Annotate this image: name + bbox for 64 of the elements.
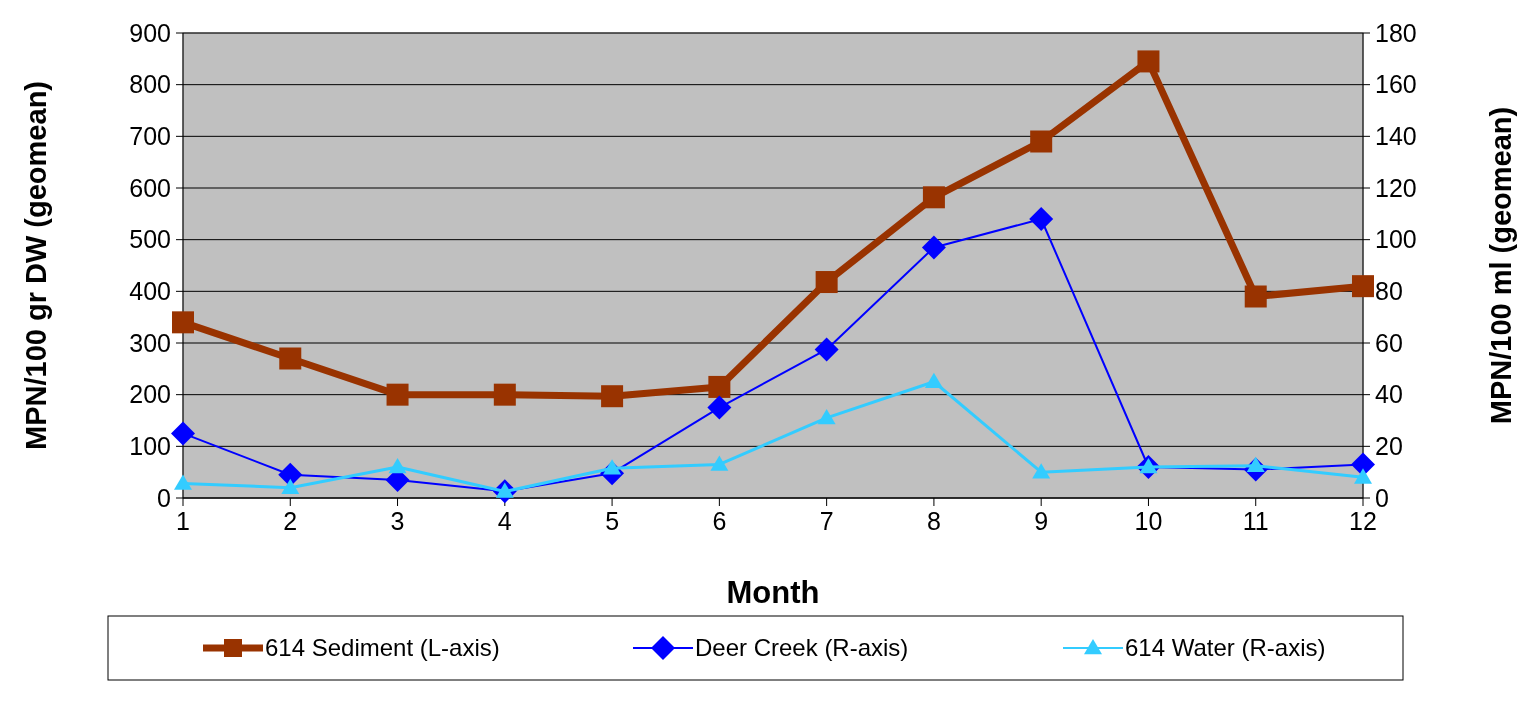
y2-tick-label: 140 (1375, 122, 1417, 151)
legend-label: 614 Water (R-axis) (1125, 634, 1326, 662)
x-axis-title: Month (726, 575, 820, 610)
point (174, 474, 192, 490)
y-tick-label: 0 (157, 483, 171, 512)
x-tick-label: 3 (390, 507, 405, 535)
point (921, 235, 946, 260)
y-tick-label: 800 (129, 70, 171, 99)
point (1137, 50, 1160, 73)
x-tick-label: 7 (819, 507, 834, 535)
x-tick-label: 5 (605, 507, 620, 535)
point (1032, 463, 1051, 479)
x-tick-label: 12 (1349, 507, 1377, 535)
x-tick-label: 6 (712, 507, 727, 535)
point (710, 455, 729, 471)
y-tick-label: 600 (129, 173, 171, 202)
point (1244, 285, 1267, 308)
y2-axis-title: MPN/100 ml (geomean) (1485, 106, 1517, 425)
x-tick-label: 9 (1034, 507, 1049, 535)
y2-tick-label: 40 (1375, 380, 1403, 409)
point (279, 347, 302, 370)
x-tick-label: 11 (1242, 507, 1269, 535)
y2-tick-label: 60 (1375, 328, 1403, 357)
point (172, 311, 194, 334)
point (388, 458, 407, 474)
x-tick-label: 2 (283, 507, 298, 535)
point (815, 271, 838, 294)
x-tick-label: 4 (497, 507, 512, 535)
point (922, 186, 945, 209)
point (278, 462, 303, 487)
x-tick-label: 1 (176, 507, 190, 535)
point (707, 395, 732, 420)
y-tick-label: 200 (129, 380, 171, 409)
point (171, 421, 195, 446)
point (386, 383, 409, 406)
y-tick-label: 900 (129, 18, 171, 47)
legend-label: Deer Creek (R-axis) (695, 634, 909, 662)
y2-tick-label: 160 (1375, 70, 1417, 99)
point (817, 408, 836, 425)
y2-tick-label: 100 (1375, 225, 1417, 254)
point (493, 383, 516, 406)
y-tick-label: 700 (129, 122, 171, 151)
y-tick-label: 300 (129, 328, 171, 357)
point (1354, 468, 1372, 484)
point (1030, 130, 1053, 153)
point (281, 478, 300, 494)
point (1352, 275, 1374, 298)
point (924, 372, 943, 389)
point (708, 375, 731, 398)
y-axis-title: MPN/100 gr DW (geomean) (20, 81, 52, 450)
x-tick-label: 10 (1134, 507, 1163, 535)
y2-tick-label: 20 (1375, 432, 1403, 461)
point (601, 385, 624, 408)
y2-tick-label: 180 (1375, 18, 1417, 47)
legend-label: 614 Sediment (L-axis) (265, 634, 500, 662)
y-tick-label: 100 (129, 432, 171, 461)
point (1029, 207, 1054, 231)
point (814, 337, 839, 362)
y2-tick-label: 0 (1375, 483, 1389, 512)
y-tick-label: 500 (129, 225, 171, 254)
y2-tick-label: 120 (1375, 173, 1417, 202)
y2-tick-label: 80 (1375, 277, 1403, 306)
x-tick-label: 8 (926, 507, 941, 535)
y-tick-label: 400 (129, 277, 171, 306)
